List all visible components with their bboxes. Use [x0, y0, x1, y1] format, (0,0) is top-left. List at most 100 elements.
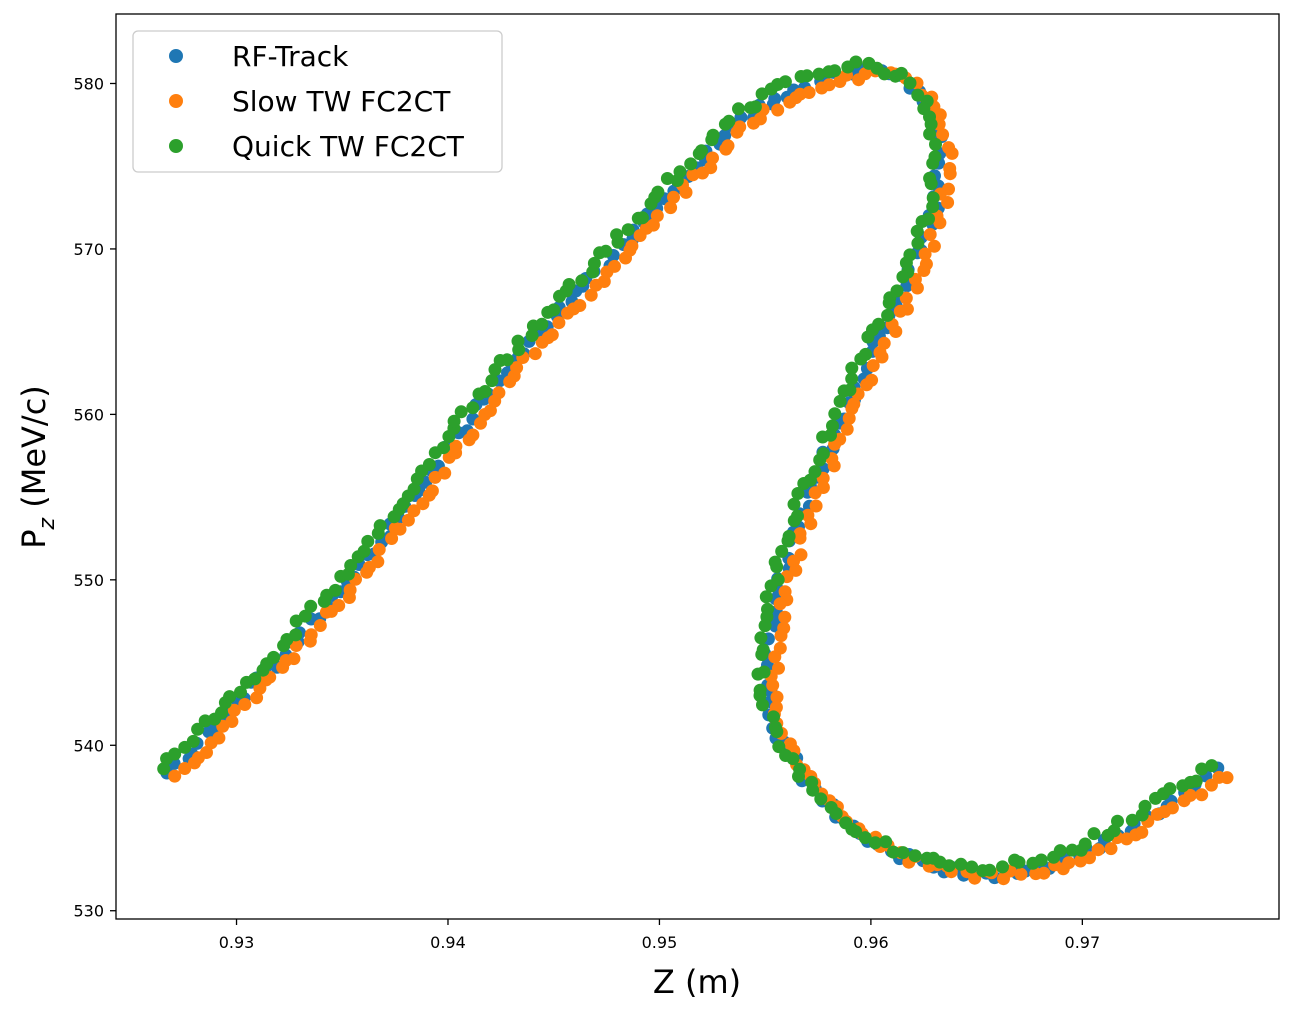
legend-marker-rf-track	[169, 49, 183, 63]
data-point	[1034, 853, 1048, 867]
data-point	[573, 299, 587, 312]
x-tick-label: 0.94	[430, 933, 466, 952]
data-point	[827, 459, 841, 473]
data-point	[849, 825, 863, 839]
data-point	[942, 859, 956, 873]
data-point	[748, 100, 762, 114]
y-axis-label: Pz (MeV/c)	[15, 385, 60, 549]
data-point	[1195, 762, 1209, 776]
data-point	[664, 201, 678, 215]
data-point	[485, 374, 499, 388]
data-point	[722, 114, 736, 128]
data-point	[770, 560, 784, 574]
data-point	[610, 228, 624, 242]
data-point	[861, 330, 875, 344]
data-point	[936, 128, 950, 142]
data-point	[1189, 774, 1203, 788]
data-point	[344, 559, 358, 572]
data-point	[756, 698, 769, 712]
data-point	[828, 407, 842, 421]
data-point	[877, 67, 891, 81]
data-point	[768, 92, 782, 106]
data-point	[635, 211, 649, 225]
data-point	[234, 685, 247, 699]
data-point	[924, 117, 938, 131]
data-point	[923, 127, 937, 141]
data-point	[157, 762, 171, 776]
data-point	[371, 555, 385, 569]
data-point	[787, 514, 801, 528]
data-point	[500, 353, 514, 367]
plot-frame	[115, 13, 1280, 920]
data-point	[718, 129, 732, 143]
data-point	[447, 414, 461, 428]
legend-label-rf-track: RF-Track	[232, 40, 349, 73]
data-point	[954, 857, 968, 871]
data-point	[304, 599, 318, 613]
x-tick-label: 0.97	[1065, 933, 1101, 952]
data-point	[704, 161, 718, 175]
data-point	[357, 544, 371, 558]
data-point	[778, 610, 792, 624]
data-point	[910, 281, 924, 295]
data-point	[808, 486, 822, 500]
data-point	[924, 177, 938, 191]
data-point	[385, 532, 399, 545]
data-point	[764, 579, 778, 593]
data-point	[933, 108, 947, 122]
data-point	[945, 146, 959, 160]
data-point	[775, 544, 789, 558]
data-point	[1125, 813, 1139, 827]
data-point	[372, 543, 386, 556]
data-point	[298, 609, 312, 623]
data-point	[899, 291, 913, 305]
data-point	[225, 715, 239, 728]
data-point	[858, 831, 872, 845]
data-point	[1014, 867, 1028, 881]
y-axis-label-sub: z	[35, 517, 60, 530]
data-point	[896, 846, 910, 860]
data-point	[1087, 827, 1101, 841]
x-tick-label: 0.95	[642, 933, 678, 952]
data-point	[437, 441, 450, 455]
data-point	[797, 477, 811, 490]
data-point	[361, 534, 375, 548]
data-point	[343, 583, 357, 597]
data-point	[510, 361, 524, 375]
data-point	[943, 167, 957, 181]
data-point	[1163, 782, 1177, 796]
data-point	[770, 690, 784, 704]
data-point	[684, 157, 698, 171]
data-point	[840, 422, 854, 436]
data-point	[816, 430, 830, 444]
data-point	[893, 304, 907, 318]
data-point	[1135, 825, 1149, 839]
data-point	[733, 120, 747, 134]
data-point	[929, 137, 942, 151]
data-point	[879, 835, 893, 849]
data-point	[667, 190, 680, 204]
data-point	[842, 411, 856, 425]
data-point	[401, 513, 415, 527]
data-point	[287, 652, 301, 666]
data-point	[621, 223, 635, 237]
data-point	[528, 347, 542, 361]
data-point	[768, 650, 782, 664]
data-point	[422, 458, 436, 471]
data-point	[328, 583, 342, 597]
data-point	[191, 722, 205, 736]
series-rf-track	[160, 62, 1225, 885]
data-point	[407, 482, 421, 496]
data-point	[608, 259, 621, 273]
data-point	[575, 274, 589, 288]
data-point	[732, 102, 745, 116]
data-point	[754, 631, 768, 645]
data-point	[812, 67, 826, 81]
data-point	[860, 378, 874, 392]
data-point	[858, 67, 872, 81]
data-point	[625, 239, 639, 253]
data-point	[926, 200, 940, 214]
data-point	[1111, 814, 1124, 828]
data-point	[1053, 844, 1067, 858]
data-point	[650, 209, 664, 223]
